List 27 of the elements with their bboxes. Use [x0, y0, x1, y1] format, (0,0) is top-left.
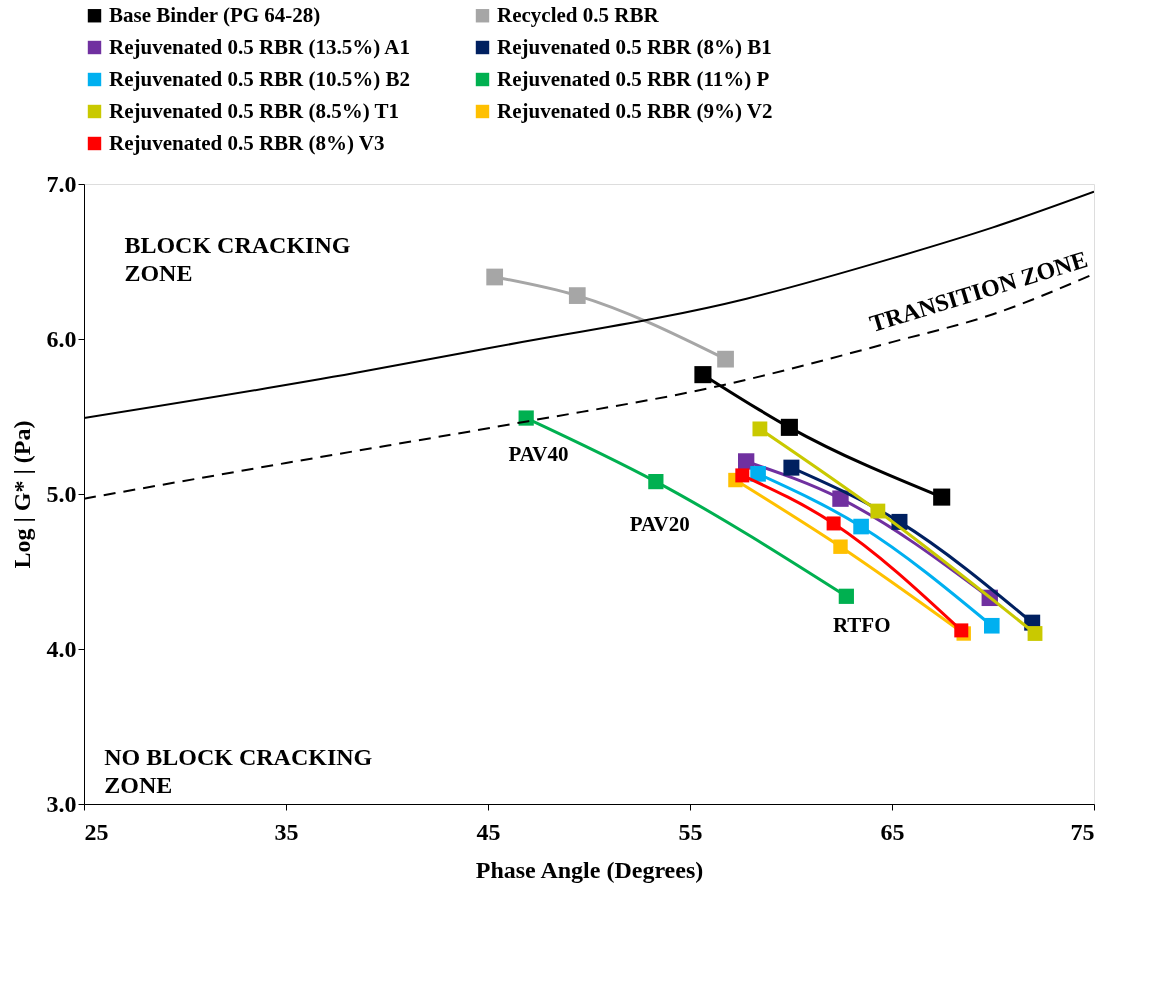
x-tick-label: 45: [476, 818, 501, 845]
legend-label: Recycled 0.5 RBR: [497, 2, 660, 27]
legend-label: Rejuvenated 0.5 RBR (10.5%) B2: [109, 66, 410, 91]
legend-label: Rejuvenated 0.5 RBR (11%) P: [497, 66, 770, 91]
x-axis-title: Phase Angle (Degrees): [475, 856, 704, 883]
legend-label: Rejuvenated 0.5 RBR (8.5%) T1: [109, 98, 400, 123]
legend-label: Rejuvenated 0.5 RBR (13.5%) A1: [109, 34, 410, 59]
legend-label: Base Binder (PG 64-28): [109, 2, 321, 27]
annotation: PAV40: [508, 442, 569, 467]
x-tick-label: 35: [274, 818, 299, 845]
y-tick-label: 6.0: [46, 325, 77, 352]
x-tick-label: 25: [84, 818, 109, 845]
y-axis-title: Log | G* | (Pa): [8, 420, 35, 569]
annotation: NO BLOCK CRACKING ZONE: [104, 743, 373, 798]
y-tick-label: 4.0: [46, 635, 77, 662]
x-tick-label: 65: [880, 818, 905, 845]
y-tick-label: 3.0: [46, 790, 77, 817]
annotation: BLOCK CRACKING ZONE: [124, 232, 351, 286]
legend-label: Rejuvenated 0.5 RBR (9%) V2: [497, 98, 773, 123]
x-tick-label: 75: [1070, 818, 1095, 845]
legend-label: Rejuvenated 0.5 RBR (8%) V3: [109, 130, 385, 155]
x-tick-label: 55: [678, 818, 703, 845]
y-tick-label: 7.0: [46, 170, 77, 197]
annotation: RTFO: [832, 612, 891, 637]
y-tick-label: 5.0: [46, 480, 77, 507]
annotation: PAV20: [629, 512, 690, 536]
legend-label: Rejuvenated 0.5 RBR (8%) B1: [497, 34, 772, 59]
